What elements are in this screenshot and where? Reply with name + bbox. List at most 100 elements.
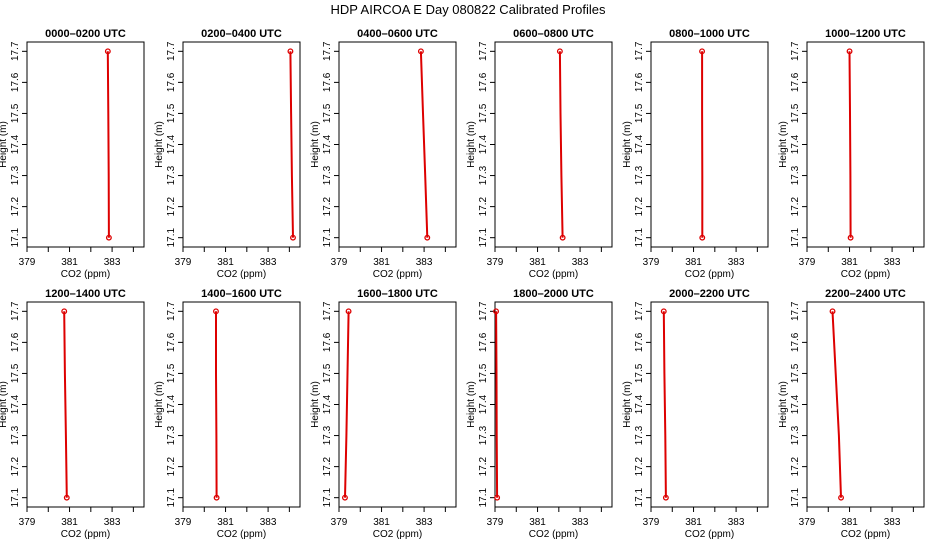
x-axis-label: CO2 (ppm) <box>61 269 110 280</box>
panel-title: 0200–0400 UTC <box>201 28 282 40</box>
profile-line <box>495 311 499 498</box>
y-tick-label: 17.7 <box>634 41 645 61</box>
y-tick-label: 17.4 <box>322 134 333 154</box>
x-axis-label: CO2 (ppm) <box>217 269 266 280</box>
y-tick-label: 17.5 <box>322 103 333 123</box>
y-tick-label: 17.6 <box>166 72 177 92</box>
y-tick-label: 17.7 <box>322 41 333 61</box>
y-tick-label: 17.5 <box>790 103 801 123</box>
y-tick-label: 17.2 <box>790 456 801 476</box>
x-axis-label: CO2 (ppm) <box>373 529 422 540</box>
x-tick-label: 381 <box>529 517 546 528</box>
plot-frame <box>182 301 301 508</box>
y-tick-label: 17.4 <box>478 394 489 414</box>
x-tick-label: 379 <box>643 517 660 528</box>
panel-title: 1200–1400 UTC <box>45 288 126 300</box>
panel-title: 0600–0800 UTC <box>513 28 594 40</box>
x-tick-label: 383 <box>884 517 901 528</box>
plot-frame <box>26 301 145 508</box>
panel-title: 1600–1800 UTC <box>357 288 438 300</box>
y-tick-label: 17.2 <box>478 196 489 216</box>
y-tick-label: 17.6 <box>478 72 489 92</box>
x-tick-label: 379 <box>799 257 816 268</box>
y-tick-label: 17.1 <box>478 228 489 248</box>
y-tick-label: 17.2 <box>634 196 645 216</box>
plot-frame <box>650 41 769 248</box>
y-tick-label: 17.1 <box>790 228 801 248</box>
main-title: HDP AIRCOA E Day 080822 Calibrated Profi… <box>330 2 606 17</box>
y-tick-label: 17.7 <box>790 41 801 61</box>
y-tick-label: 17.2 <box>322 456 333 476</box>
x-tick-label: 379 <box>799 517 816 528</box>
profile-line <box>831 311 842 498</box>
y-tick-label: 17.2 <box>10 456 21 476</box>
endpoint-marker <box>829 308 836 315</box>
y-axis-label: Height (m) <box>154 381 165 428</box>
x-axis-label: CO2 (ppm) <box>841 269 890 280</box>
endpoint-marker <box>846 48 853 55</box>
endpoint-marker <box>556 48 563 55</box>
endpoint-marker <box>699 48 706 55</box>
y-tick-label: 17.5 <box>634 103 645 123</box>
x-tick-label: 381 <box>373 517 390 528</box>
y-tick-label: 17.6 <box>322 72 333 92</box>
y-tick-label: 17.2 <box>478 456 489 476</box>
y-tick-label: 17.3 <box>10 165 21 185</box>
panel-title: 1400–1600 UTC <box>201 288 282 300</box>
endpoint-marker <box>424 234 431 241</box>
y-tick-label: 17.3 <box>478 165 489 185</box>
x-axis-label: CO2 (ppm) <box>61 529 110 540</box>
x-tick-label: 383 <box>104 257 121 268</box>
y-tick-label: 17.7 <box>10 301 21 321</box>
y-axis-label: Height (m) <box>466 381 477 428</box>
y-tick-label: 17.4 <box>790 134 801 154</box>
profile-line <box>558 51 564 238</box>
y-tick-label: 17.3 <box>322 425 333 445</box>
y-tick-label: 17.1 <box>634 228 645 248</box>
y-tick-label: 17.7 <box>634 301 645 321</box>
plot-frame <box>26 41 145 248</box>
y-tick-label: 17.5 <box>166 363 177 383</box>
y-tick-label: 17.6 <box>10 332 21 352</box>
endpoint-marker <box>213 494 220 501</box>
y-axis-label: Height (m) <box>778 381 789 428</box>
y-tick-label: 17.4 <box>478 134 489 154</box>
y-tick-label: 17.4 <box>10 394 21 414</box>
y-tick-label: 17.1 <box>10 488 21 508</box>
endpoint-marker <box>290 234 296 241</box>
endpoint-marker <box>342 494 348 501</box>
x-tick-label: 381 <box>841 517 858 528</box>
endpoint-marker <box>493 308 500 315</box>
x-tick-label: 381 <box>841 257 858 268</box>
x-tick-label: 379 <box>175 517 192 528</box>
x-tick-label: 383 <box>728 517 745 528</box>
y-tick-label: 17.5 <box>322 363 333 383</box>
endpoint-marker <box>699 234 706 241</box>
y-tick-label: 17.4 <box>10 134 21 154</box>
panel-title: 2200–2400 UTC <box>825 288 906 300</box>
x-tick-label: 383 <box>572 257 589 268</box>
y-tick-label: 17.7 <box>322 301 333 321</box>
plot-frame <box>338 41 457 248</box>
y-tick-label: 17.6 <box>166 332 177 352</box>
endpoint-marker <box>104 48 111 55</box>
x-axis-label: CO2 (ppm) <box>373 269 422 280</box>
y-axis-label: Height (m) <box>622 121 633 168</box>
y-tick-label: 17.4 <box>322 394 333 414</box>
plot-frame <box>494 301 613 508</box>
x-tick-label: 381 <box>373 257 390 268</box>
y-tick-label: 17.7 <box>10 41 21 61</box>
x-tick-label: 383 <box>728 257 745 268</box>
y-tick-label: 17.4 <box>634 394 645 414</box>
y-axis-label: Height (m) <box>154 121 165 168</box>
y-tick-label: 17.1 <box>166 228 177 248</box>
y-tick-label: 17.2 <box>10 196 21 216</box>
